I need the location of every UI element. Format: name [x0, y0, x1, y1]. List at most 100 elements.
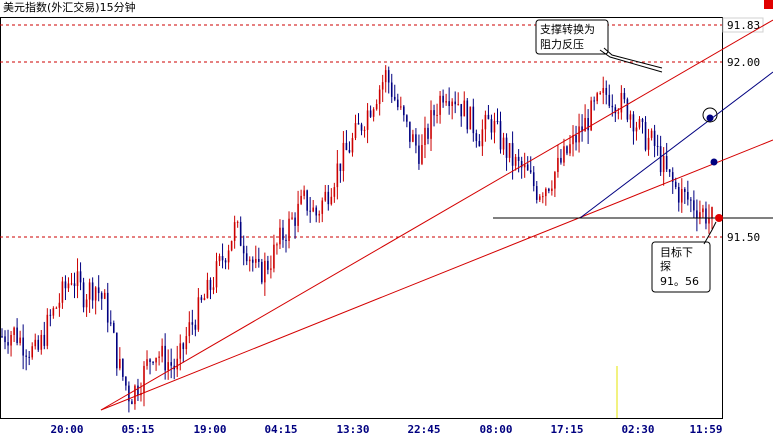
trendline-lower	[100, 139, 773, 411]
candle-body	[693, 200, 695, 211]
candle-body	[517, 156, 520, 161]
candle-body	[239, 221, 242, 246]
candle-body	[276, 244, 278, 246]
candle-body	[291, 217, 293, 219]
candle-body	[82, 282, 85, 308]
candle-body	[342, 142, 345, 172]
candle-body	[711, 207, 713, 218]
candle-body	[43, 334, 46, 346]
candle-body	[106, 292, 109, 323]
candle-body	[575, 135, 577, 143]
x-axis: 20:00 05:15 19:00 04:15 13:30 22:45 08:00 17:15…	[50, 423, 722, 436]
candle-body	[563, 146, 565, 163]
candle-body	[152, 361, 154, 363]
candle-body	[599, 92, 602, 94]
candle-body	[306, 190, 308, 211]
candle-body	[629, 114, 632, 120]
support-line	[579, 71, 773, 219]
candle-body	[330, 196, 333, 205]
candle-body	[469, 106, 472, 130]
candle-body	[336, 163, 339, 188]
candle-body	[100, 293, 103, 299]
candle-body	[424, 127, 426, 146]
candle-body	[581, 126, 583, 132]
candle-body	[227, 250, 230, 263]
annotation-target-line3: 91。56	[660, 275, 699, 288]
candle-body	[421, 145, 423, 164]
candle-body	[514, 156, 517, 166]
candle-body	[4, 336, 6, 343]
candle-body	[79, 271, 82, 283]
support-marker-icon	[710, 158, 718, 166]
candle-body	[137, 385, 139, 396]
annotation-resistance-pointer	[603, 47, 663, 69]
candle-body	[7, 342, 9, 346]
candle-body	[481, 129, 484, 147]
candle-body	[457, 104, 460, 106]
candle-body	[529, 170, 532, 173]
candle-body	[611, 105, 614, 108]
candle-body	[614, 107, 617, 114]
chart-title: 美元指数(外汇交易)15分钟	[3, 0, 136, 14]
candle-body	[369, 110, 372, 117]
candle-body	[635, 127, 638, 132]
candle-body	[696, 210, 698, 219]
candle-body	[245, 253, 248, 262]
candle-body	[493, 120, 496, 133]
candle-body	[548, 188, 550, 191]
candle-body	[185, 336, 188, 350]
candle-body	[502, 137, 505, 150]
candle-body	[315, 207, 318, 216]
candle-body	[155, 357, 157, 363]
candle-body	[708, 217, 710, 224]
candle-body	[409, 121, 411, 142]
candle-body	[702, 208, 704, 213]
candle-body	[705, 208, 707, 224]
candle-body	[357, 123, 360, 125]
candle-body	[230, 240, 233, 251]
candle-body	[478, 141, 481, 147]
candle-body	[511, 143, 514, 166]
candle-body	[372, 109, 375, 117]
candle-body	[532, 172, 535, 187]
candle-body	[197, 297, 200, 330]
candle-body	[505, 137, 508, 158]
candle-body	[366, 110, 369, 130]
candle-body	[94, 287, 97, 301]
current-price-box	[722, 17, 764, 33]
candle-body	[309, 210, 311, 212]
candle-body	[554, 172, 556, 189]
candle-body	[146, 359, 148, 366]
candle-body	[176, 358, 179, 370]
candle-body	[76, 271, 79, 287]
annotation-target-line2: 探	[660, 260, 671, 273]
candle-body	[499, 121, 502, 150]
candle-body	[620, 92, 623, 113]
candle-body	[439, 95, 441, 115]
candle-body	[415, 134, 417, 146]
candle-body	[112, 322, 115, 333]
annotation-target-box	[651, 241, 711, 293]
candle-body	[400, 106, 402, 108]
candle-body	[31, 346, 34, 358]
candle-body	[131, 401, 133, 405]
candle-body	[487, 114, 490, 120]
candle-body	[433, 110, 435, 116]
candle-body	[300, 195, 302, 204]
candle-body	[134, 385, 136, 405]
candle-body	[396, 99, 399, 108]
candle-body	[463, 100, 466, 117]
candle-body	[623, 92, 626, 100]
candle-body	[566, 146, 568, 154]
candle-body	[363, 129, 366, 131]
candle-body	[203, 298, 206, 301]
candle-body	[258, 258, 260, 262]
x-tick-label: 17:15	[550, 423, 583, 436]
candle-body	[674, 181, 677, 187]
candle-body	[34, 339, 37, 347]
y-tick-92: 92.00	[727, 56, 760, 69]
candle-body	[412, 134, 414, 142]
candle-body	[641, 119, 644, 122]
candle-body	[466, 100, 469, 130]
candle-body	[248, 259, 251, 262]
